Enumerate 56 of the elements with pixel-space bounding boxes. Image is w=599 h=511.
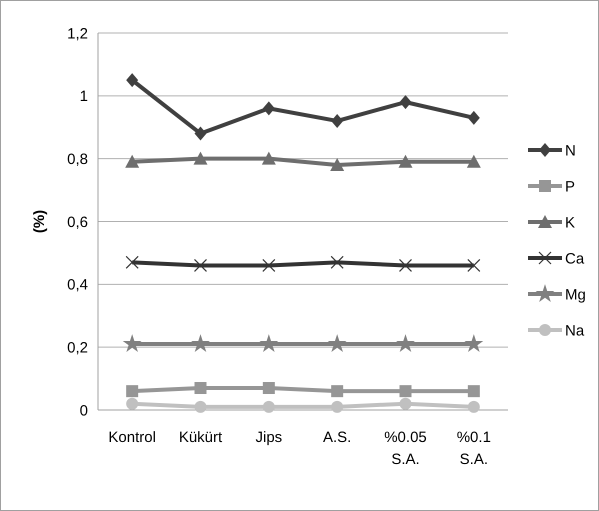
point — [464, 334, 484, 352]
point — [126, 256, 139, 269]
point — [466, 154, 481, 168]
point — [400, 95, 412, 110]
point — [194, 400, 206, 413]
point — [400, 398, 412, 410]
point — [194, 258, 208, 272]
x-tick-label: Jips — [255, 429, 282, 446]
point — [194, 152, 208, 165]
point — [330, 256, 344, 269]
point — [125, 154, 140, 168]
y-tick-label: 0,8 — [67, 150, 88, 168]
legend-label: Ca — [565, 250, 585, 268]
y-axis-title: (%) — [31, 210, 48, 234]
point — [468, 400, 480, 413]
x-tick-label: Kontrol — [108, 429, 156, 446]
legend-label: Mg — [565, 286, 586, 304]
point — [468, 110, 480, 125]
y-tick-label: 1 — [80, 88, 88, 106]
y-tick-label: 0,6 — [67, 214, 88, 231]
point — [398, 258, 412, 272]
point — [122, 334, 142, 352]
point — [398, 154, 412, 168]
point — [262, 258, 276, 272]
point — [126, 385, 138, 398]
point — [330, 158, 344, 171]
y-tick-label: 1,2 — [67, 25, 88, 42]
point — [262, 152, 276, 165]
point — [126, 398, 138, 410]
point — [126, 73, 138, 88]
point — [396, 334, 415, 352]
point — [262, 382, 275, 394]
x-tick-label: %0.1 S.A. — [456, 429, 491, 468]
point — [259, 334, 278, 352]
y-tick-label: 0 — [80, 402, 88, 420]
point — [331, 400, 344, 413]
point — [467, 258, 480, 272]
x-tick-label: %0.05 S.A. — [384, 429, 427, 468]
point — [328, 334, 347, 352]
point — [468, 385, 480, 398]
point — [194, 382, 206, 394]
point — [331, 114, 344, 128]
point — [194, 126, 206, 141]
x-tick-label: Kükürt — [178, 429, 224, 446]
point — [400, 385, 412, 398]
legend-label: P — [565, 178, 576, 196]
legend-label: K — [565, 214, 576, 232]
point — [331, 385, 344, 398]
point — [191, 334, 210, 352]
point — [262, 400, 275, 413]
legend-label: N — [565, 142, 576, 160]
point — [262, 101, 275, 116]
x-tick-label: A.S. — [322, 429, 352, 446]
legend-label: Na — [565, 322, 585, 340]
y-tick-label: 0,4 — [67, 276, 88, 294]
y-tick-label: 0,2 — [67, 339, 88, 356]
